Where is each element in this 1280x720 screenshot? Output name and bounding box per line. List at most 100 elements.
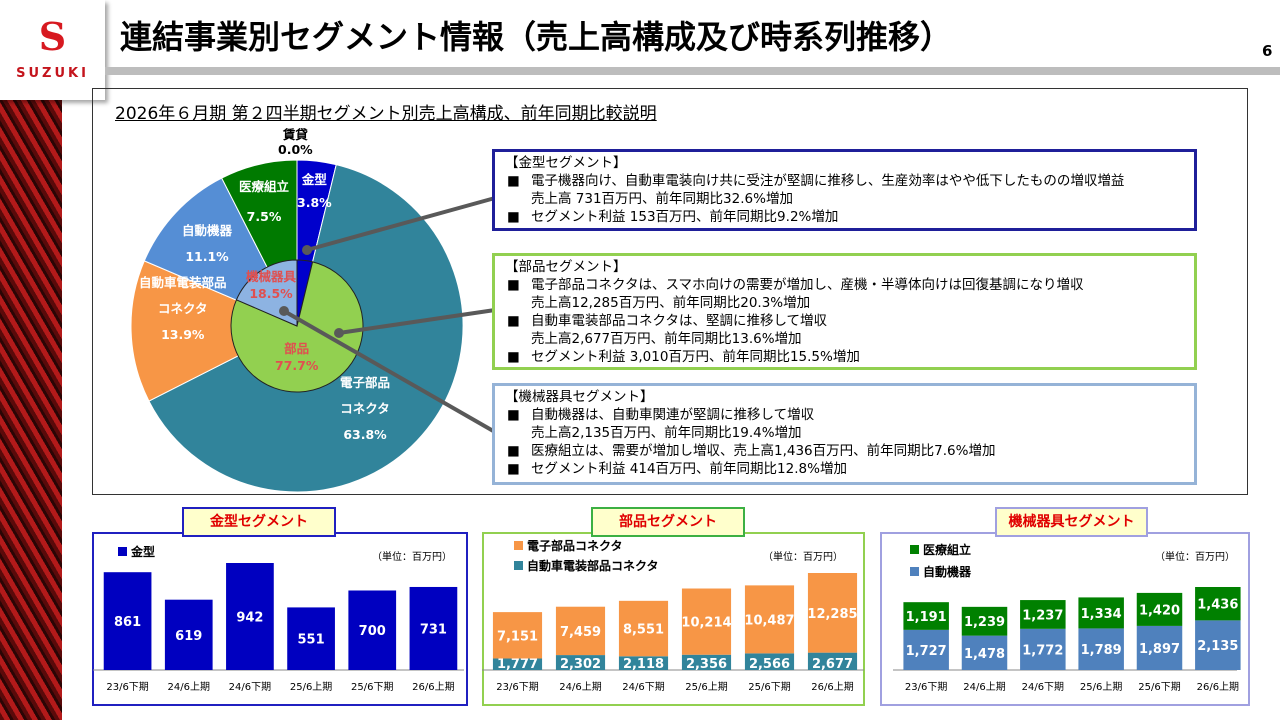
bar-value-label: 1,727 [906,644,947,659]
bar-自動機器 [1136,625,1183,670]
legend-kanagata: 金型 [118,543,155,560]
bar-value-label: 2,566 [749,657,790,672]
bar-医療組立 [961,606,1008,636]
bar-金型 [409,586,458,670]
legend-swatch [910,567,919,576]
bar-value-label: 861 [114,615,141,630]
pie-label-auto-connector: 自動車電装部品 コネクタ 13.9% [139,275,227,342]
bullet-item: ■ 医療組立は、需要が増加し増収、売上高1,436百万円、前年同期比7.6%増加 [507,443,996,459]
bar-value-label: 1,237 [1022,608,1063,623]
unit-label: （単位：百万円） [763,552,843,563]
legend-swatch [514,541,523,550]
bullet-item: ■ 自動車電装部品コネクタは、堅調に推移して増収 売上高2,677百万円、前年同期比… [507,313,828,347]
bar-value-label: 1,897 [1139,642,1180,657]
panel-subtitle: 2026年６月期 第２四半期セグメント別売上高構成、前年同期比較説明 [115,104,657,124]
bar-自動機器 [1078,628,1124,670]
legend-swatch [118,547,127,556]
bar-value-label: 731 [420,622,447,637]
legend-electronic-connector: 電子部品コネクタ [514,537,623,554]
legend-swatch [514,561,523,570]
pie-slice-部品 [230,261,364,393]
suzuki-logo: S SUZUKI [0,0,105,100]
x-tick-label: 24/6上期 [963,681,1005,693]
x-tick-label: 23/6下期 [905,681,947,693]
page-title: 連結事業別セグメント情報（売上高構成及び時系列推移） [120,18,953,56]
unit-label: （単位：百万円） [372,552,452,563]
bar-電子部品コネクタ [555,606,606,656]
x-tick-label: 24/6下期 [622,681,664,693]
pie-label-parts: 部品 77.7% [275,341,319,373]
bar-医療組立 [1020,600,1066,629]
bar-金型 [348,590,397,670]
decorative-strip [0,100,62,720]
bar-value-label: 1,478 [964,647,1005,662]
bar-value-label: 10,214 [681,616,731,631]
x-tick-label: 25/6上期 [1080,681,1122,693]
bar-自動機器 [961,635,1008,670]
parts-chart-title: 部品セグメント [591,507,745,537]
bar-value-label: 1,789 [1081,643,1122,658]
bar-電子部品コネクタ [492,612,543,659]
bar-value-label: 7,151 [497,629,538,644]
page-number: 6 [1262,42,1273,60]
pie-label-medical: 医療組立 7.5% [239,179,290,224]
x-tick-label: 25/6下期 [351,681,393,693]
bar-自動車電装部品コネクタ [555,655,606,670]
bar-value-label: 12,285 [807,607,857,622]
connector-dot [302,245,312,255]
bar-value-label: 10,487 [744,613,794,628]
bar-value-label: 2,356 [686,657,727,672]
bar-value-label: 2,302 [560,657,601,672]
x-tick-label: 23/6下期 [106,681,148,693]
bar-value-label: 1,420 [1139,603,1180,618]
bar-電子部品コネクタ [807,573,858,653]
legend-auto-connector: 自動車電装部品コネクタ [514,557,659,574]
bar-自動車電装部品コネクタ [681,654,732,670]
x-tick-label: 23/6下期 [496,681,538,693]
x-tick-label: 24/6下期 [1022,681,1064,693]
bullet-item: ■ セグメント利益 3,010百万円、前年同期比15.5%増加 [507,349,860,365]
segment-composition-panel [92,88,1248,495]
bar-value-label: 2,135 [1197,639,1238,654]
x-tick-label: 26/6上期 [1197,681,1239,693]
connector-dot [279,306,289,316]
bar-自動機器 [1195,620,1241,670]
bar-医療組立 [1078,597,1124,629]
bar-value-label: 2,677 [812,657,853,672]
x-tick-label: 24/6上期 [168,681,210,693]
title-divider [105,67,1280,75]
bar-自動車電装部品コネクタ [492,658,543,670]
box-heading: 【機械器具セグメント】 [505,389,654,405]
x-tick-label: 24/6上期 [559,681,601,693]
bar-金型 [164,599,213,670]
connector-line [283,309,496,434]
unit-label: （単位：百万円） [1155,552,1235,563]
box-heading: 【金型セグメント】 [505,155,627,171]
bar-医療組立 [903,602,949,630]
bar-value-label: 619 [175,629,202,644]
x-tick-label: 24/6下期 [229,681,271,693]
bar-電子部品コネクタ [618,600,669,657]
bar-自動車電装部品コネクタ [744,653,795,670]
x-tick-label: 26/6上期 [412,681,454,693]
bar-value-label: 1,777 [497,657,538,672]
bar-value-label: 551 [298,633,325,648]
parts-segment-box: 【部品セグメント】 ■ 電子部品コネクタは、スマホ向けの需要が増加し、産機・半導体… [492,253,1197,370]
connector-line [338,308,496,335]
box-heading: 【部品セグメント】 [505,259,627,275]
x-tick-label: 25/6下期 [1138,681,1180,693]
bar-value-label: 1,436 [1197,598,1238,613]
bar-自動機器 [1020,628,1066,670]
bullet-item: ■ セグメント利益 153百万円、前年同期比9.2%増加 [507,209,839,225]
legend-medical: 医療組立 [910,541,971,558]
pie-slice-自動車電装部品コネクタ [130,260,299,402]
bar-自動車電装部品コネクタ [618,656,669,670]
pie-label-rental: 賃貸 0.0% [278,127,313,157]
bar-value-label: 8,551 [623,623,664,638]
bar-value-label: 7,459 [560,625,601,640]
x-tick-label: 25/6上期 [685,681,727,693]
pie-label-automation: 自動機器 11.1% [182,223,233,264]
machinery-segment-box: 【機械器具セグメント】 ■ 自動機器は、自動車関連が堅調に推移して増収 売上高2,1… [492,383,1197,485]
connector-line [306,196,496,252]
